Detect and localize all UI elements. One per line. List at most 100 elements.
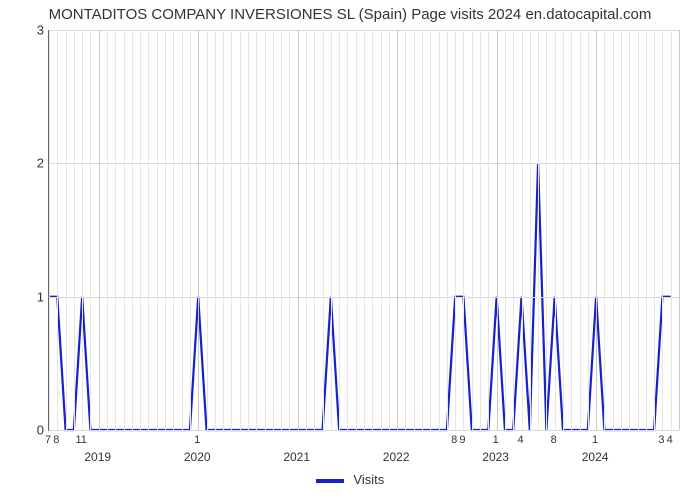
x-year-label: 2023	[482, 450, 509, 464]
x-year-label: 2020	[184, 450, 211, 464]
x-gridline	[124, 30, 125, 430]
x-gridline	[331, 30, 332, 430]
x-tick-label: 9	[459, 434, 465, 446]
chart-title: MONTADITOS COMPANY INVERSIONES SL (Spain…	[0, 6, 700, 23]
x-gridline	[439, 30, 440, 430]
x-gridline	[580, 30, 581, 430]
x-gridline	[472, 30, 473, 430]
x-gridline	[339, 30, 340, 430]
x-gridline	[256, 30, 257, 430]
x-gridline	[57, 30, 58, 430]
x-tick-label: 3	[658, 434, 664, 446]
x-tick-label: 4	[517, 434, 523, 446]
x-gridline	[190, 30, 191, 430]
x-gridline	[265, 30, 266, 430]
x-year-label: 2021	[283, 450, 310, 464]
x-gridline	[165, 30, 166, 430]
visits-chart: MONTADITOS COMPANY INVERSIONES SL (Spain…	[0, 0, 700, 500]
y-gridline	[49, 430, 679, 431]
x-gridline	[173, 30, 174, 430]
x-gridline	[273, 30, 274, 430]
x-tick-label: 8	[53, 434, 59, 446]
x-gridline	[397, 30, 398, 430]
x-gridline	[215, 30, 216, 430]
x-gridline	[662, 30, 663, 430]
x-year-label: 2024	[582, 450, 609, 464]
x-tick-label: 7	[45, 434, 51, 446]
plot-area	[48, 30, 679, 431]
x-tick-label: 1	[493, 434, 499, 446]
x-gridline	[289, 30, 290, 430]
y-tick-label: 0	[28, 423, 44, 438]
x-gridline	[629, 30, 630, 430]
legend-swatch	[316, 479, 344, 483]
x-gridline	[372, 30, 373, 430]
x-tick-label: 8	[451, 434, 457, 446]
x-gridline	[298, 30, 299, 430]
x-gridline	[389, 30, 390, 430]
x-gridline	[430, 30, 431, 430]
x-gridline	[422, 30, 423, 430]
x-gridline	[306, 30, 307, 430]
x-gridline	[198, 30, 199, 430]
x-gridline	[555, 30, 556, 430]
x-tick-label: 8	[551, 434, 557, 446]
x-gridline	[157, 30, 158, 430]
x-gridline	[463, 30, 464, 430]
x-gridline	[347, 30, 348, 430]
x-tick-label: 4	[667, 434, 673, 446]
x-gridline	[49, 30, 50, 430]
x-gridline	[488, 30, 489, 430]
x-gridline	[82, 30, 83, 430]
x-gridline	[654, 30, 655, 430]
x-gridline	[281, 30, 282, 430]
x-gridline	[356, 30, 357, 430]
x-gridline	[604, 30, 605, 430]
x-tick-label: 1	[592, 434, 598, 446]
x-tick-label: 1	[194, 434, 200, 446]
x-gridline	[596, 30, 597, 430]
x-gridline	[140, 30, 141, 430]
x-gridline	[314, 30, 315, 430]
x-tick-label: 11	[75, 434, 86, 446]
x-gridline	[538, 30, 539, 430]
x-year-label: 2019	[84, 450, 111, 464]
x-gridline	[381, 30, 382, 430]
x-gridline	[613, 30, 614, 430]
x-gridline	[480, 30, 481, 430]
x-gridline	[405, 30, 406, 430]
x-gridline	[182, 30, 183, 430]
x-gridline	[621, 30, 622, 430]
x-year-label: 2022	[383, 450, 410, 464]
x-gridline	[115, 30, 116, 430]
x-gridline	[107, 30, 108, 430]
x-gridline	[497, 30, 498, 430]
x-gridline	[513, 30, 514, 430]
x-gridline	[563, 30, 564, 430]
x-gridline	[571, 30, 572, 430]
x-gridline	[646, 30, 647, 430]
x-gridline	[588, 30, 589, 430]
x-gridline	[90, 30, 91, 430]
x-gridline	[240, 30, 241, 430]
y-tick-label: 1	[28, 289, 44, 304]
x-gridline	[207, 30, 208, 430]
x-gridline	[638, 30, 639, 430]
x-gridline	[99, 30, 100, 430]
x-gridline	[530, 30, 531, 430]
y-tick-label: 2	[28, 156, 44, 171]
x-gridline	[223, 30, 224, 430]
x-gridline	[414, 30, 415, 430]
x-gridline	[671, 30, 672, 430]
x-gridline	[546, 30, 547, 430]
x-gridline	[522, 30, 523, 430]
x-gridline	[455, 30, 456, 430]
y-tick-label: 3	[28, 23, 44, 38]
x-gridline	[132, 30, 133, 430]
legend: Visits	[0, 472, 700, 487]
x-gridline	[231, 30, 232, 430]
x-gridline	[679, 30, 680, 430]
x-gridline	[74, 30, 75, 430]
x-gridline	[248, 30, 249, 430]
x-gridline	[148, 30, 149, 430]
